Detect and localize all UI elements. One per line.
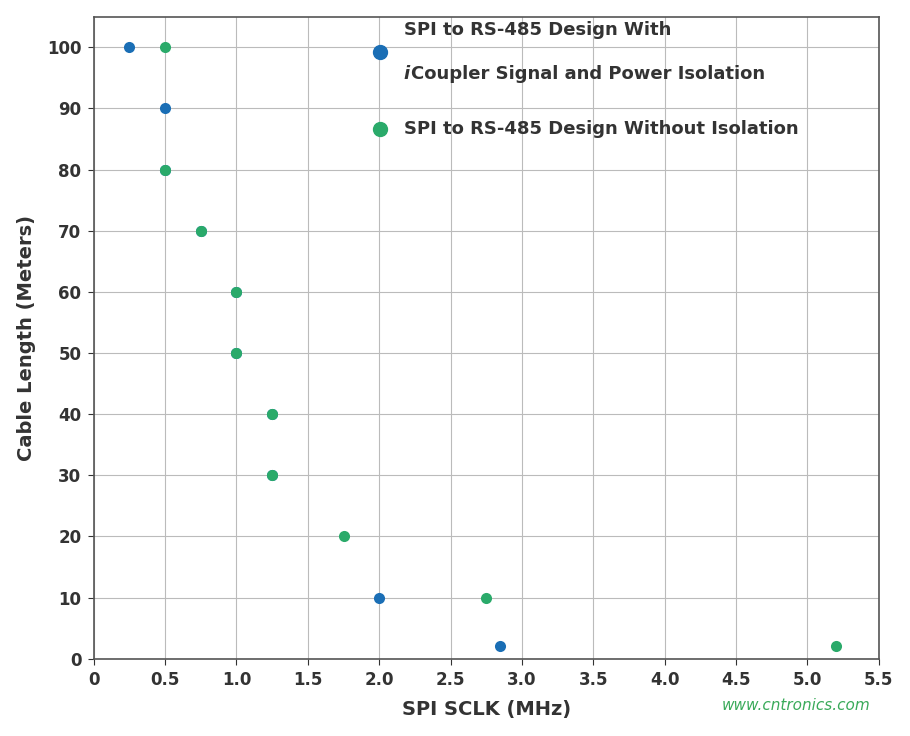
Point: [336, 531, 350, 542]
Text: SPI to RS-485 Design Without Isolation: SPI to RS-485 Design Without Isolation: [404, 120, 798, 138]
Point: [157, 102, 172, 114]
Point: [265, 470, 279, 481]
Point: [229, 286, 244, 298]
Point: [229, 347, 244, 359]
Point: [229, 347, 244, 359]
Text: Coupler Signal and Power Isolation: Coupler Signal and Power Isolation: [410, 66, 764, 83]
Point: [157, 163, 172, 175]
Point: [828, 640, 843, 652]
Point: [265, 408, 279, 420]
Point: [157, 163, 172, 175]
Point: [229, 286, 244, 298]
Point: [493, 640, 508, 652]
Point: [157, 41, 172, 53]
Point: [194, 224, 208, 236]
Y-axis label: Cable Length (Meters): Cable Length (Meters): [16, 215, 35, 461]
Point: [265, 470, 279, 481]
X-axis label: SPI SCLK (MHz): SPI SCLK (MHz): [401, 701, 571, 719]
Point: [479, 592, 493, 604]
Text: i: i: [404, 66, 410, 83]
Point: [265, 408, 279, 420]
Text: www.cntronics.com: www.cntronics.com: [722, 698, 871, 713]
Point: [372, 592, 387, 604]
Point: [122, 41, 136, 53]
Text: SPI to RS-485 Design With: SPI to RS-485 Design With: [404, 21, 672, 38]
Point: [194, 224, 208, 236]
